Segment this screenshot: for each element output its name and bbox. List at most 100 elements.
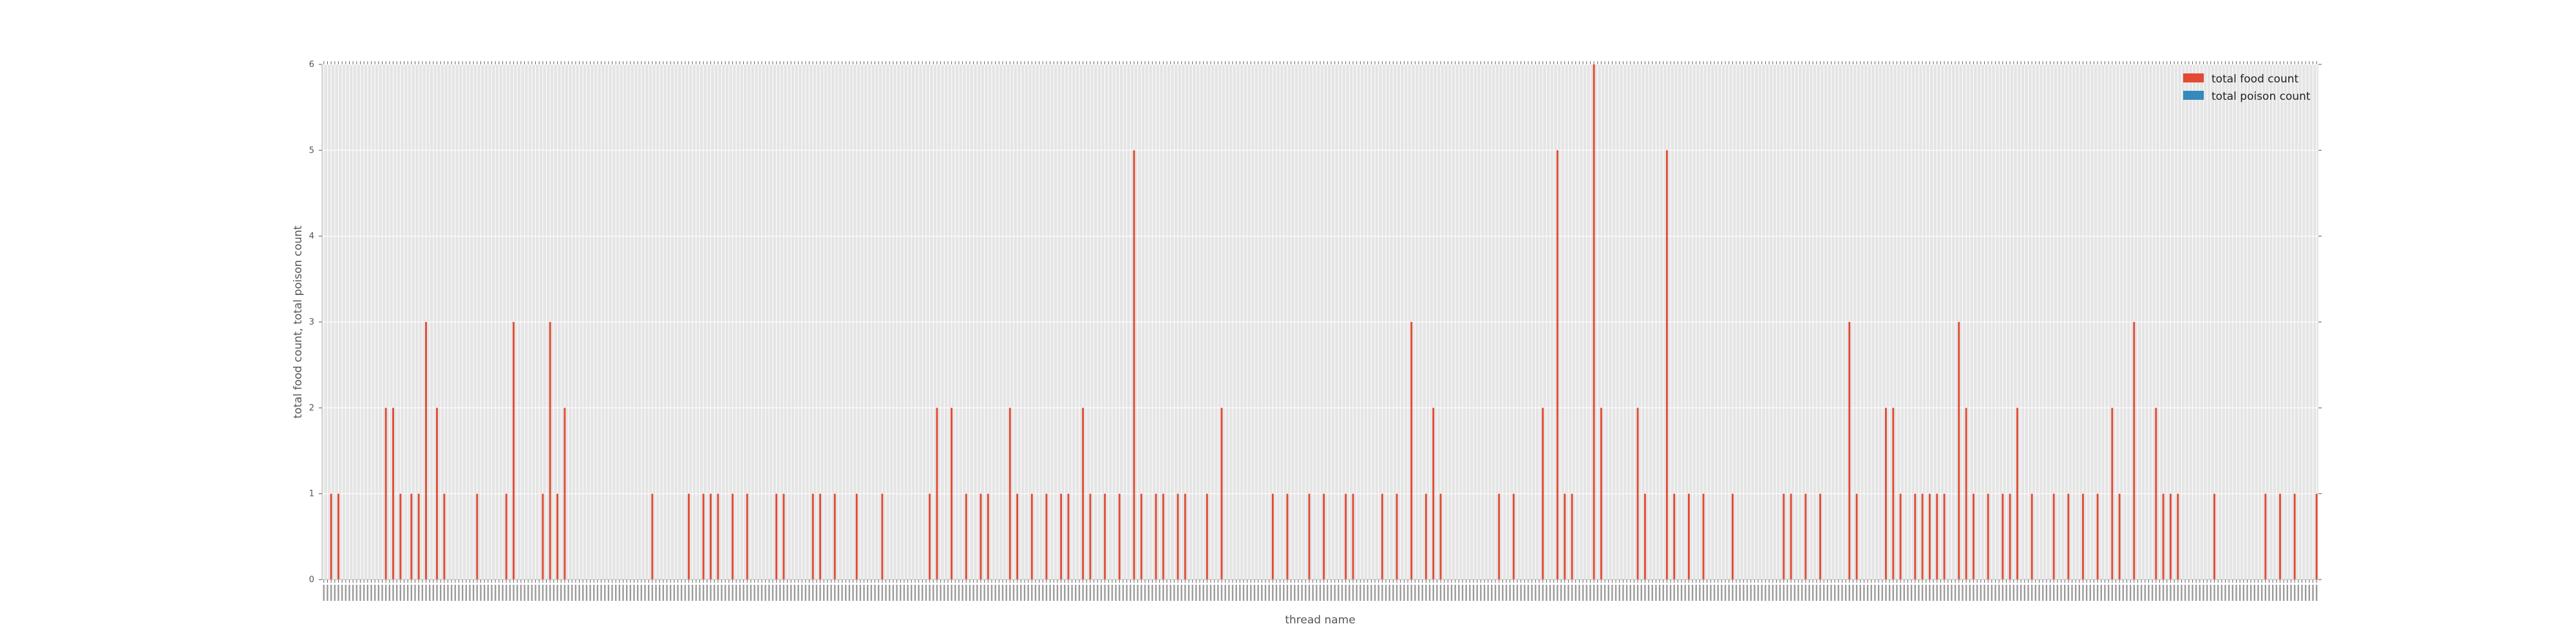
- x-tick-label-blur: [1604, 585, 1606, 601]
- x-tick-label-blur: [1575, 585, 1577, 601]
- x-tick-label-blur: [651, 585, 654, 601]
- x-tick-label-blur: [1658, 585, 1661, 601]
- x-tick-label-blur: [1699, 585, 1701, 601]
- x-tick-label-blur: [1253, 585, 1256, 601]
- x-tick-label-blur: [1790, 585, 1792, 601]
- x-tick-label-blur: [768, 585, 770, 601]
- x-tick-label-blur: [1680, 585, 1683, 601]
- x-tick-label-blur: [454, 585, 457, 601]
- x-tick-label-blur: [2246, 585, 2248, 601]
- x-tick-label-blur: [2104, 585, 2106, 601]
- bar-food: [1498, 493, 1501, 580]
- bar-food: [1030, 493, 1033, 580]
- bar-food: [564, 408, 566, 580]
- x-tick-label-blur: [1987, 585, 1989, 601]
- x-tick-label-blur: [1031, 585, 1033, 601]
- x-tick-label-blur: [830, 585, 832, 601]
- x-tick-label-blur: [1677, 585, 1679, 601]
- bar-food: [1381, 493, 1383, 580]
- x-tick-label-blur: [1819, 585, 1821, 601]
- x-tick-label-blur: [819, 585, 821, 601]
- x-tick-label-blur: [406, 585, 409, 601]
- x-tick-label-blur: [1636, 585, 1639, 601]
- x-tick-label-blur: [666, 585, 668, 601]
- bar-food: [330, 493, 332, 580]
- x-tick-label-blur: [644, 585, 646, 601]
- y-tick-label: 3: [309, 317, 314, 327]
- x-tick-label-blur: [1012, 585, 1015, 601]
- y-axis-label: total food count, total poison count: [292, 225, 305, 419]
- x-tick-label-blur: [1899, 585, 1902, 601]
- x-tick-label-blur: [2224, 585, 2226, 601]
- x-tick-label-blur: [1367, 585, 1368, 601]
- x-tick-label-blur: [990, 585, 993, 601]
- x-tick-label-blur: [1082, 585, 1084, 601]
- x-tick-label-blur: [1334, 585, 1336, 601]
- x-tick-label-blur: [841, 585, 843, 601]
- x-tick-label-blur: [1078, 585, 1081, 601]
- x-tick-label-blur: [695, 585, 697, 601]
- bar-food: [1783, 493, 1785, 580]
- x-tick-label-blur: [2162, 585, 2164, 601]
- y-ticks: 0 1 2 3 4 5 6: [309, 60, 2322, 585]
- x-tick-label-blur: [772, 585, 774, 601]
- x-tick-label-blur: [330, 585, 332, 601]
- x-tick-label-blur: [366, 585, 369, 601]
- x-tick-label-blur: [542, 585, 544, 601]
- bar-food: [688, 493, 690, 580]
- bar-food: [399, 493, 402, 580]
- bar-food: [1133, 150, 1135, 580]
- bar-food: [881, 493, 884, 580]
- x-tick-label-blur: [1396, 585, 1398, 601]
- x-tick-label-blur: [2126, 585, 2128, 601]
- x-tick-label-blur: [574, 585, 577, 601]
- bar-food: [2002, 493, 2004, 580]
- x-tick-label-blur: [1622, 585, 1624, 601]
- x-tick-label-blur: [1739, 585, 1741, 601]
- x-tick-label-blur: [1009, 585, 1011, 601]
- bar-food: [936, 408, 938, 580]
- x-tick-label-blur: [1137, 585, 1139, 601]
- bar-food: [556, 493, 558, 580]
- x-tick-label-blur: [502, 585, 504, 601]
- x-tick-label-blur: [2052, 585, 2055, 601]
- x-tick-label-blur: [1038, 585, 1040, 601]
- x-tick-label-blur: [1286, 585, 1289, 601]
- x-tick-label-blur: [2111, 585, 2113, 601]
- x-tick-label-blur: [1702, 585, 1705, 601]
- x-tick-label-blur: [1797, 585, 1799, 601]
- bar-food: [951, 408, 953, 580]
- x-tick-label-blur: [1108, 585, 1110, 601]
- x-tick-label-blur: [524, 585, 526, 601]
- x-tick-label-blur: [1071, 585, 1073, 601]
- x-tick-label-blur: [732, 585, 734, 601]
- x-tick-label-blur: [615, 585, 617, 601]
- x-tick-label-blur: [2137, 585, 2139, 601]
- x-tick-label-blur: [815, 585, 818, 601]
- x-tick-label-blur: [2020, 585, 2022, 601]
- x-tick-label-blur: [2221, 585, 2223, 601]
- x-tick-label-blur: [852, 585, 854, 601]
- x-tick-label-blur: [786, 585, 788, 601]
- bar-food: [1790, 493, 1792, 580]
- x-tick-label-blur: [640, 585, 643, 601]
- x-tick-label-blur: [1053, 585, 1055, 601]
- x-tick-label-blur: [1494, 585, 1497, 601]
- x-tick-label-blur: [1005, 585, 1007, 601]
- x-tick-label-blur: [480, 585, 482, 601]
- x-tick-label-blur: [1848, 585, 1850, 601]
- x-tick-label-blur: [2304, 585, 2307, 601]
- x-tick-label-blur: [578, 585, 580, 601]
- x-tick-label-blur: [1969, 585, 1971, 601]
- x-tick-label-blur: [1166, 585, 1168, 601]
- x-tick-label-blur: [1465, 585, 1467, 601]
- x-tick-label-blur: [1151, 585, 1153, 601]
- x-tick-label-blur: [1206, 585, 1208, 601]
- x-tick-label-blur: [2063, 585, 2066, 601]
- x-tick-label-blur: [1976, 585, 1978, 601]
- x-tick-label-blur: [699, 585, 701, 601]
- x-tick-label-blur: [469, 585, 471, 601]
- x-tick-label-blur: [670, 585, 672, 601]
- x-tick-label-blur: [1034, 585, 1037, 601]
- bar-food: [2118, 493, 2121, 580]
